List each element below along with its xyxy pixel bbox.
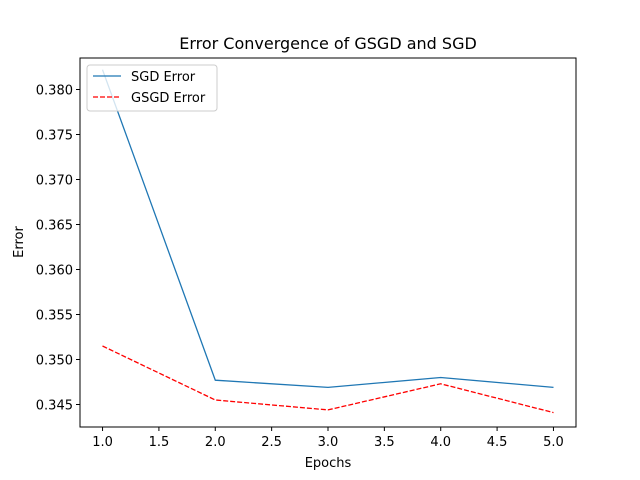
x-axis-ticks: 1.0 1.5 2.0 2.5 3.0 3.5 4.0 4.5 5.0 <box>92 427 564 450</box>
x-tick-label: 1.5 <box>149 435 170 450</box>
series-line-sgd <box>101 69 554 389</box>
y-axis-label: Error <box>12 226 27 258</box>
y-tick-label: 0.365 <box>36 219 73 234</box>
legend-label-gsgd: GSGD Error <box>131 91 206 106</box>
y-tick-label: 0.360 <box>36 264 73 279</box>
x-tick-label: 4.0 <box>430 435 451 450</box>
legend: SGD Error GSGD Error <box>86 64 218 112</box>
x-tick-label: 3.5 <box>374 435 395 450</box>
x-tick-label: 2.0 <box>205 435 226 450</box>
y-tick-label: 0.350 <box>36 354 73 369</box>
x-tick-label: 3.0 <box>318 435 339 450</box>
series-layer <box>101 69 554 414</box>
y-axis-ticks: 0.345 0.350 0.355 0.360 0.365 0.370 0.375 0.380 <box>36 84 80 414</box>
x-axis-label: Epochs <box>305 456 352 471</box>
chart-title: Error Convergence of GSGD and SGD <box>179 34 477 53</box>
y-tick-label: 0.370 <box>36 174 73 189</box>
series-line-gsgd <box>102 345 554 414</box>
y-tick-label: 0.375 <box>36 129 73 144</box>
x-tick-label: 1.0 <box>92 435 113 450</box>
y-tick-label: 0.345 <box>36 399 73 414</box>
x-tick-label: 2.5 <box>261 435 282 450</box>
legend-label-sgd: SGD Error <box>131 70 196 85</box>
y-tick-label: 0.355 <box>36 309 73 324</box>
y-tick-label: 0.380 <box>36 84 73 99</box>
x-tick-label: 4.5 <box>487 435 508 450</box>
x-tick-label: 5.0 <box>543 435 564 450</box>
axes-frame <box>79 57 577 428</box>
